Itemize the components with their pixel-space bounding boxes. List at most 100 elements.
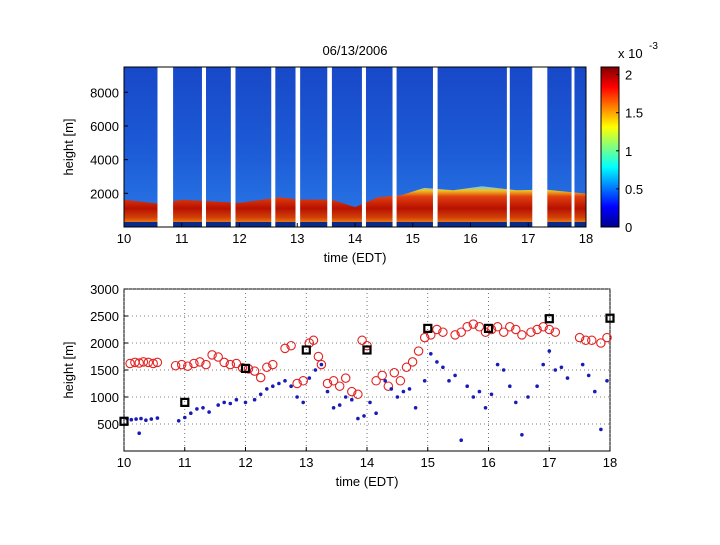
lower-layer-point [547,349,552,353]
upper-layer-point [517,330,527,340]
upper-layer-point [183,361,193,371]
colorbar-tick-label: 1.5 [625,106,643,121]
data-gaps [157,67,575,227]
data-gap [392,67,397,227]
upper-layer-point [313,351,324,362]
y-tick-label: 3000 [90,282,119,297]
data-gap [295,67,301,227]
upper-layer-point [383,381,394,391]
lower-layer-point [599,427,603,432]
lower-layer-point [553,368,558,372]
hourly-estimate-point [423,323,433,333]
x-tick-label: 15 [421,455,435,470]
upper-layer-point [262,362,272,373]
lower-layer-point [134,417,138,421]
colorbar-ticks: 0 0.5 1 1.5 2 [616,68,643,235]
upper-layer-point [505,322,515,332]
lower-layer-point [541,362,545,367]
heatmap-title: 06/13/2006 [322,43,387,58]
upper-layer-point [280,343,290,354]
colorbar-tick-label: 2 [625,68,632,83]
lower-layer-point [565,376,570,380]
lower-layer-point [605,379,609,383]
upper-layer-point [125,358,135,369]
lower-layer-point [201,406,205,410]
lower-layer-point [389,387,394,391]
lower-layer-point [413,406,418,410]
data-gap [201,67,207,227]
colorbar-exponent-power: -3 [649,41,658,52]
lower-layer-point [137,431,141,436]
data-gap [327,67,332,227]
lower-layer-point [144,418,148,423]
lower-layer-point [483,406,488,410]
y-tick-label: 6000 [90,119,119,134]
upper-layer-point [322,378,333,389]
lower-layer-point [395,395,400,399]
lower-layer-point [356,416,360,421]
lower-layer-point [189,411,193,416]
upper-layer-point [377,370,387,381]
x-tick-label: 11 [175,231,189,246]
lower-layer-point [508,384,512,389]
data-gap [532,67,548,227]
x-tick-label: 10 [117,231,131,246]
upper-layer-point [298,376,308,386]
lower-layer-point [501,368,506,372]
upper-layer-point [550,327,561,337]
colorbar-gradient [600,66,620,228]
lower-layer-point [407,387,412,391]
hourly-estimate-point [605,313,615,323]
x-tick-label: 17 [542,455,556,470]
lower-layer-point [234,397,239,402]
lower-layer-point [477,389,482,394]
lower-layer-point [222,400,226,405]
upper-layer-point [526,327,536,337]
upper-layer-point [292,378,302,389]
data-gap [571,67,575,227]
upper-layer-point [225,359,236,370]
mixed-layer-band [124,186,586,223]
lower-layer-point [325,389,330,394]
lower-layer-point [514,400,518,405]
colorbar-tick-label: 1 [625,144,632,159]
lower-layer-point [129,417,134,422]
hourly-estimate-point [240,363,251,373]
lower-layer-point [295,395,299,399]
lower-layer-point [459,438,464,443]
lower-layer-point [149,417,154,421]
lower-layer-point [447,379,451,383]
x-tick-label: 11 [178,455,192,470]
upper-layer-point [587,335,597,346]
layer-height-scatter: 10 11 12 13 14 15 16 17 18 500 1000 1500 2000 2500 30… [61,282,617,489]
upper-layer-point [407,357,418,367]
upper-layer-point [148,358,158,369]
x-tick-label: 12 [232,231,246,246]
y-tick-label: 1500 [90,363,119,378]
upper-layer-point [492,322,503,332]
x-tick-label: 16 [463,231,477,246]
lower-layer-point [307,376,312,380]
upper-layer-point [207,350,217,360]
upper-layer-point [419,332,430,343]
hourly-estimate-point [483,323,494,333]
lower-layer-point [383,379,388,383]
y-tick-label: 2000 [90,336,119,351]
x-tick-label: 14 [360,455,374,470]
upper-layer-point [450,330,460,340]
upper-layer-point [143,357,154,368]
lower-layer-point [343,395,348,399]
lower-layer-point [593,389,597,394]
lower-layer-point [207,410,211,414]
x-tick-label: 10 [117,455,131,470]
upper-layer-point [170,360,181,371]
data-gap [506,67,510,227]
lower-layer-point [453,373,457,378]
upper-layer-point [134,358,144,368]
lower-layer-point [176,419,181,423]
x-tick-label: 14 [348,231,362,246]
upper-layer-point [138,357,149,367]
colorbar-tick-label: 0.5 [625,182,643,197]
y-tick-label: 4000 [90,153,119,168]
hourly-estimate-series [119,313,615,426]
